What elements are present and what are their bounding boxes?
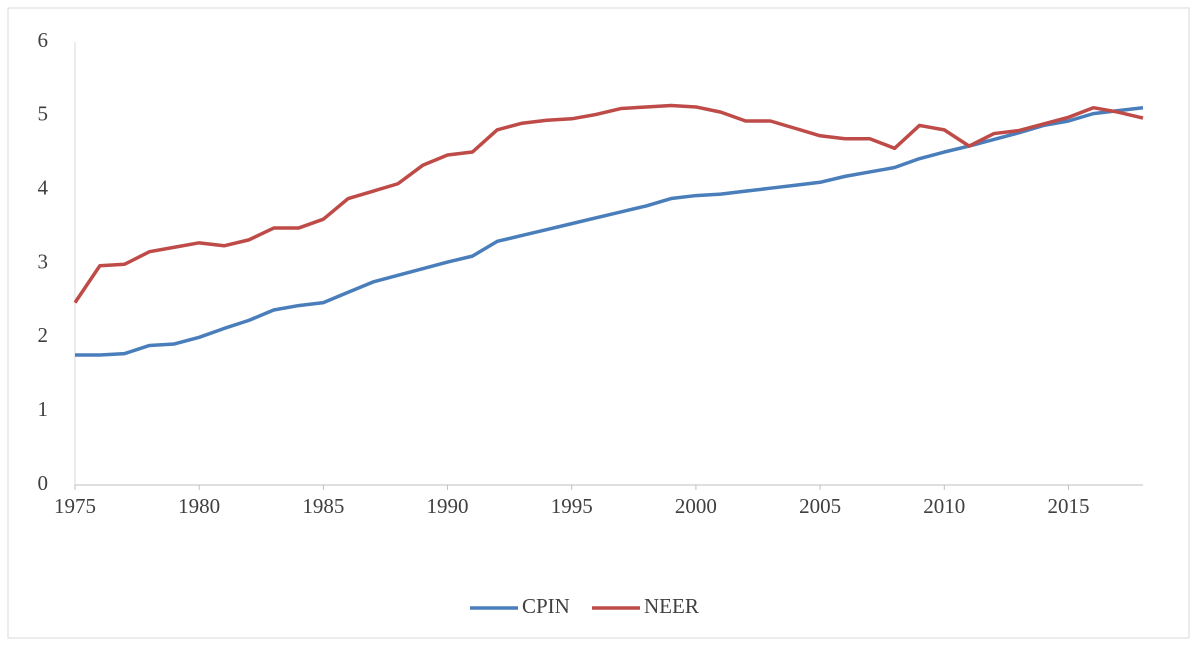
x-tick-label: 2005 bbox=[799, 494, 841, 518]
y-tick-label: 5 bbox=[38, 102, 49, 126]
x-tick-label: 2015 bbox=[1047, 494, 1089, 518]
y-tick-label: 1 bbox=[38, 397, 49, 421]
x-tick-label: 2000 bbox=[675, 494, 717, 518]
chart-border bbox=[7, 7, 1190, 639]
y-tick-label: 4 bbox=[38, 175, 49, 199]
x-tick-label: 1975 bbox=[54, 494, 96, 518]
y-tick-label: 6 bbox=[38, 28, 49, 52]
x-tick-label: 1985 bbox=[302, 494, 344, 518]
x-tick-label: 2010 bbox=[923, 494, 965, 518]
legend-label: CPIN bbox=[522, 594, 570, 618]
x-tick-label: 1995 bbox=[551, 494, 593, 518]
y-tick-label: 2 bbox=[38, 323, 49, 347]
legend-label: NEER bbox=[644, 594, 699, 618]
x-tick-label: 1990 bbox=[427, 494, 469, 518]
series-line bbox=[75, 105, 1144, 357]
series-line bbox=[73, 103, 1144, 304]
x-tick-label: 1980 bbox=[178, 494, 220, 518]
y-tick-label: 0 bbox=[38, 471, 49, 495]
y-tick-label: 3 bbox=[38, 249, 49, 273]
